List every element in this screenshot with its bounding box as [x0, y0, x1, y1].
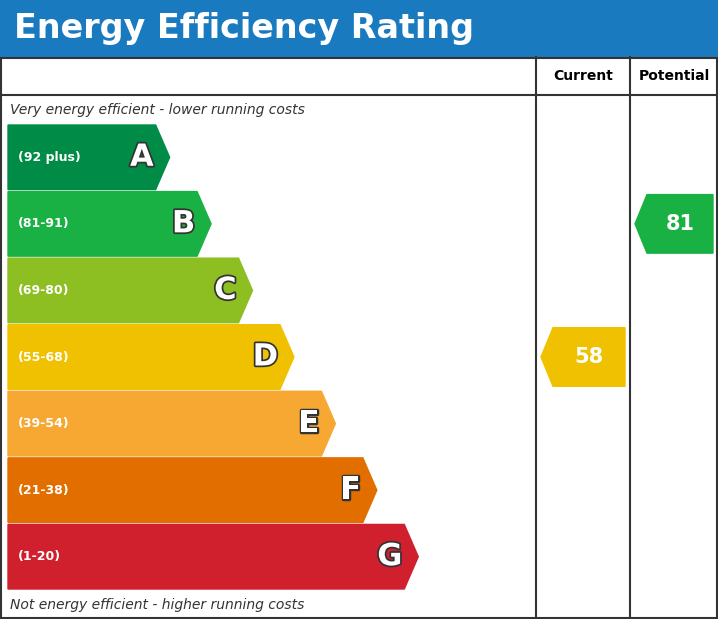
Polygon shape: [541, 327, 625, 386]
Polygon shape: [8, 325, 294, 389]
Polygon shape: [8, 391, 335, 456]
Text: Not energy efficient - higher running costs: Not energy efficient - higher running co…: [10, 598, 304, 612]
Text: D: D: [253, 342, 278, 371]
Text: Energy Efficiency Rating: Energy Efficiency Rating: [14, 12, 474, 45]
Polygon shape: [635, 194, 713, 253]
Text: (81-91): (81-91): [18, 217, 70, 230]
Polygon shape: [8, 258, 253, 322]
Text: 81: 81: [666, 214, 694, 234]
Text: Potential: Potential: [638, 69, 709, 83]
Text: C: C: [214, 276, 236, 305]
Text: (69-80): (69-80): [18, 284, 70, 297]
Text: (1-20): (1-20): [18, 550, 61, 563]
Bar: [0, 0, 718, 57]
Text: 58: 58: [574, 347, 604, 367]
Text: G: G: [377, 542, 402, 571]
Text: F: F: [340, 475, 361, 504]
Text: Current: Current: [553, 69, 613, 83]
Polygon shape: [8, 191, 211, 256]
Text: E: E: [299, 409, 320, 438]
Polygon shape: [8, 125, 169, 189]
Text: (55-68): (55-68): [18, 350, 70, 363]
Text: B: B: [172, 209, 195, 238]
Text: (21-38): (21-38): [18, 483, 70, 496]
Text: Very energy efficient - lower running costs: Very energy efficient - lower running co…: [10, 103, 305, 117]
Text: (92 plus): (92 plus): [18, 151, 80, 164]
Polygon shape: [8, 458, 377, 522]
Text: (39-54): (39-54): [18, 417, 70, 430]
Polygon shape: [8, 524, 419, 589]
Text: A: A: [130, 143, 154, 172]
